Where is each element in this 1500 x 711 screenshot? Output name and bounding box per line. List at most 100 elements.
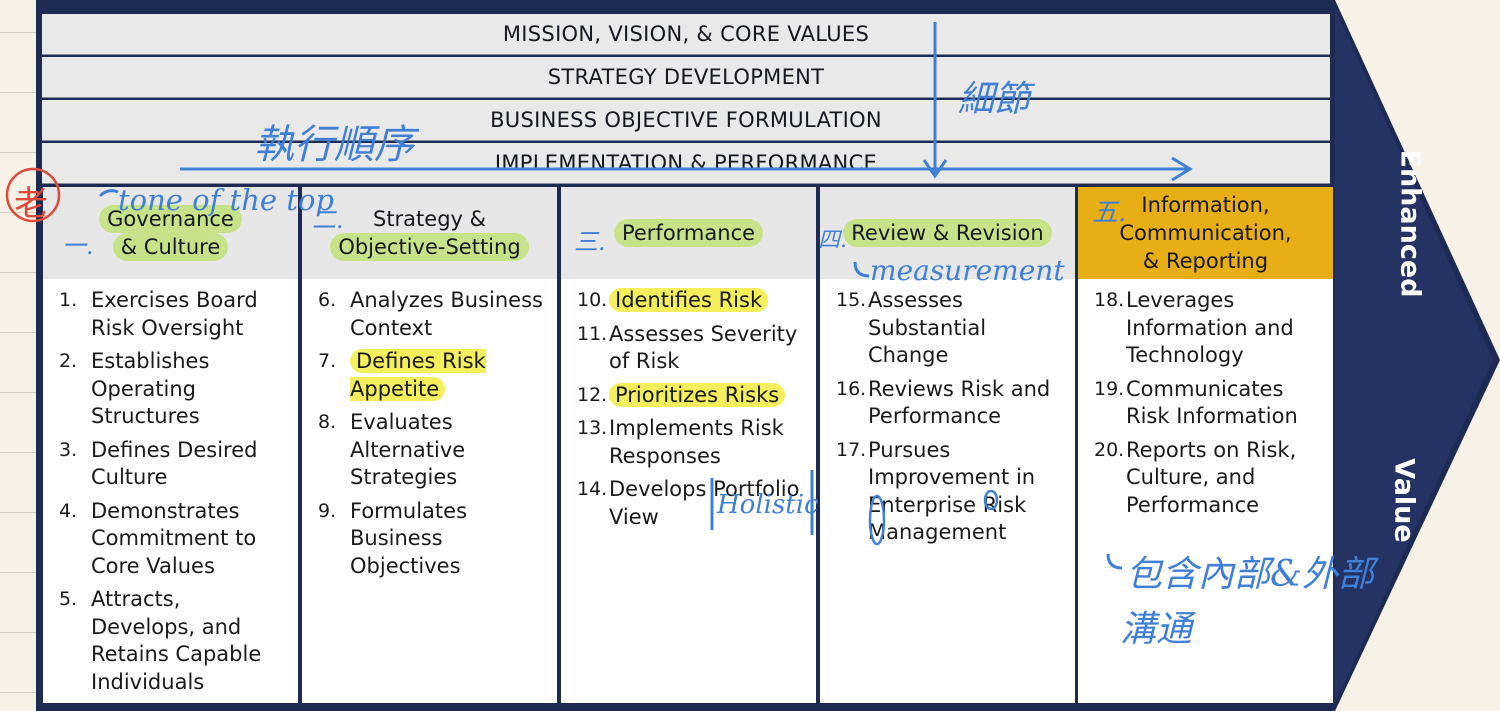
list-item: 5. Attracts, Develops, and Retains Capabl… [43, 586, 298, 696]
column-marker-3: 三. [574, 228, 606, 256]
item-text: Formulates Business Objectives [350, 498, 468, 578]
item-text: Reviews Risk and Performance [868, 376, 1051, 429]
annotation-detail: 細節 [958, 79, 1031, 120]
header-line: Information, [1141, 193, 1270, 217]
item-text: Assesses Severity of Risk [609, 321, 798, 374]
list-item: 9. Formulates Business Objectives [302, 498, 557, 581]
list-item: 16. Reviews Risk and Performance [820, 376, 1075, 431]
item-number: 13. [577, 417, 608, 439]
column-review: Review & Revision 15. Assesses Substantia… [820, 187, 1075, 703]
band-mission: MISSION, VISION, & CORE VALUES [42, 14, 1330, 55]
item-number: 15. [836, 289, 867, 311]
item-number: 2. [59, 350, 78, 372]
item-text: Evaluates Alternative Strategies [350, 410, 466, 489]
item-number: 17. [836, 438, 867, 461]
column-header: Strategy & Objective-Setting [302, 187, 557, 279]
item-number: 16. [836, 377, 867, 400]
header-line: Governance [99, 205, 242, 233]
item-text: Analyzes Business Context [350, 288, 543, 340]
item-text: Leverages Information and Technology [1126, 288, 1294, 367]
item-number: 10. [577, 289, 608, 311]
list-item: 7. Defines Risk Appetite [302, 348, 557, 403]
list-item: 18. Leverages Information and Technology [1078, 287, 1333, 370]
list-item: 12. Prioritizes Risks [561, 382, 816, 410]
header-line: Review & Revision [843, 219, 1052, 247]
column-marker-1: 一. [62, 232, 94, 260]
list-item: 19. Communicates Risk Information [1078, 376, 1333, 431]
list-item: 8. Evaluates Alternative Strategies [302, 409, 557, 492]
list-item: 2. Establishes Operating Structures [43, 348, 298, 431]
band-implementation: IMPLEMENTATION & PERFORMANCE [42, 143, 1330, 184]
item-number: 11. [577, 322, 608, 345]
band-strategy: STRATEGY DEVELOPMENT [42, 57, 1330, 98]
list-item: 6. Analyzes Business Context [302, 287, 557, 342]
list-item: 11. Assesses Severity of Risk [561, 321, 816, 376]
item-text: Establishes Operating Structures [91, 349, 210, 428]
annotation-measurement: measurement [870, 254, 1065, 287]
list-item: 13. Implements Risk Responses [561, 415, 816, 470]
item-text: Communicates Risk Information [1126, 376, 1298, 429]
column-marker-5: 五. [1092, 198, 1127, 228]
column-marker-2: 二. [312, 206, 344, 234]
item-text-highlighted: Prioritizes Risks [609, 382, 786, 407]
annotation-holistic: Holistic [717, 490, 819, 520]
item-number: 4. [59, 499, 78, 522]
header-line: Strategy & [372, 207, 487, 231]
annotation-comm-note-1: 包含內部&外部 [1126, 554, 1375, 595]
list-item: 14. Develops Portfolio View [561, 476, 816, 531]
item-number: 1. [59, 289, 78, 311]
item-number: 9. [318, 499, 337, 522]
item-number: 6. [318, 289, 337, 311]
list-item: 20. Reports on Risk, Culture, and Perform… [1078, 437, 1333, 520]
principle-list: 10. Identifies Risk 11. Assesses Severity … [561, 287, 816, 537]
column-marker-4: 四. [818, 228, 847, 253]
item-text: Exercises Board Risk Oversight [91, 288, 258, 340]
item-text: Pursues Improvement in Enterprise Risk M… [868, 437, 1036, 545]
item-text: Defines Desired Culture [91, 437, 258, 490]
item-text: Implements Risk Responses [609, 416, 784, 468]
list-item: 4. Demonstrates Commitment to Core Values [43, 498, 298, 581]
list-item: 1. Exercises Board Risk Oversight [43, 287, 298, 342]
item-number: 19. [1094, 377, 1125, 400]
list-item: 3. Defines Desired Culture [43, 437, 298, 492]
annotation-comm-note-2: 溝通 [1120, 609, 1193, 650]
header-line: & Culture [112, 233, 229, 261]
column-strategy: Strategy & Objective-Setting 6. Analyzes … [302, 187, 557, 703]
principle-list: 6. Analyzes Business Context 7. Defines Ri… [302, 287, 557, 586]
item-text: Attracts, Develops, and Retains Capable … [91, 587, 262, 694]
arrow-label-enhanced: Enhanced [1394, 149, 1426, 298]
item-number: 14. [577, 478, 608, 500]
item-text: Reports on Risk, Culture, and Performanc… [1126, 437, 1297, 517]
column-performance: Performance 10. Identifies Risk 11. Assess… [561, 187, 816, 703]
annotation-execution-order: 執行順序 [254, 122, 414, 168]
item-number: 8. [318, 411, 337, 433]
annotation-tone-at-top: tone of the top [118, 183, 334, 217]
principle-list: 1. Exercises Board Risk Oversight 2. Estab… [43, 287, 298, 702]
header-line: Objective-Setting [330, 233, 529, 261]
column-header: Governance & Culture [43, 187, 298, 279]
item-number: 5. [59, 588, 78, 610]
band-objectives: BUSINESS OBJECTIVE FORMULATION [42, 100, 1330, 141]
arrow-label-value: Value [1388, 458, 1420, 543]
column-header: Performance [561, 187, 816, 279]
item-text-highlighted: Defines Risk Appetite [350, 349, 486, 401]
item-text-highlighted: Identifies Risk [609, 288, 769, 312]
column-information: Information, Communication, & Reporting … [1078, 187, 1333, 703]
column-header: Information, Communication, & Reporting [1078, 187, 1333, 279]
item-text: Develops Portfolio View [609, 477, 800, 529]
item-number: 7. [318, 350, 337, 372]
item-number: 18. [1094, 289, 1125, 311]
principle-list: 15. Assesses Substantial Change 16. Review… [820, 287, 1075, 553]
header-line: & Reporting [1142, 249, 1269, 273]
item-text: Assesses Substantial Change [868, 288, 987, 367]
item-text: Demonstrates Commitment to Core Values [91, 498, 257, 578]
column-governance: Governance & Culture 1. Exercises Board R… [43, 187, 298, 703]
item-number: 3. [59, 438, 78, 461]
list-item: 15. Assesses Substantial Change [820, 287, 1075, 370]
principle-list: 18. Leverages Information and Technology … [1078, 287, 1333, 525]
item-number: 12. [577, 383, 608, 406]
item-number: 20. [1094, 438, 1125, 461]
header-line: Performance [613, 219, 764, 247]
list-item: 10. Identifies Risk [561, 287, 816, 315]
header-line: Communication, [1119, 221, 1292, 245]
